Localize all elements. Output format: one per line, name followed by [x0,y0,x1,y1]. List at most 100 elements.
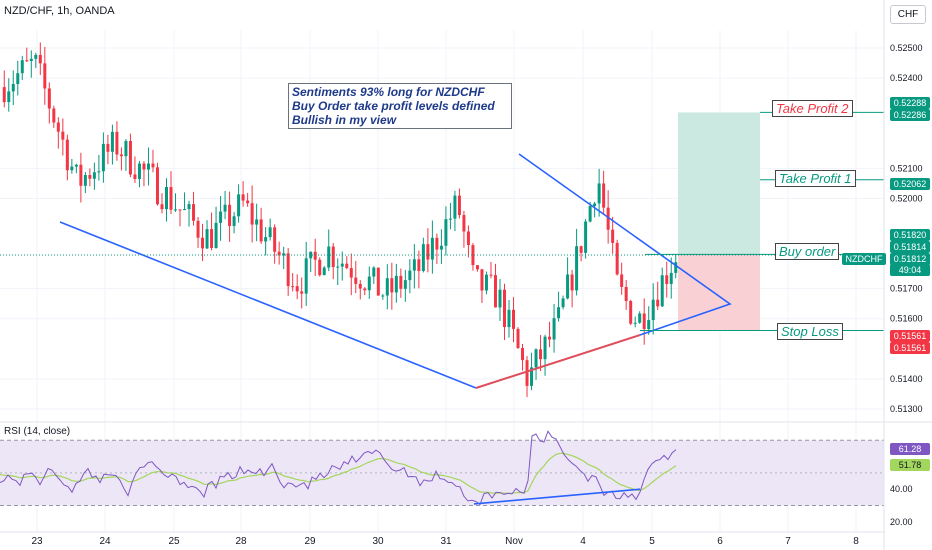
take-profit-2-label[interactable]: Take Profit 2 [772,100,853,117]
rsi-divergence-line [473,488,641,505]
candle-body [259,219,263,242]
x-tick-label: 29 [304,536,316,547]
candle-body [47,88,51,109]
candle-body [2,87,6,103]
candle-body [250,203,254,225]
candle-body [331,246,335,268]
trade-zones [678,112,760,331]
candle-body [340,263,344,267]
triangle-pattern [518,153,732,336]
candle-body [43,63,47,89]
candles [2,42,678,398]
analysis-note[interactable]: Sentiments 93% long for NZDCHF Buy Order… [288,83,512,129]
candle-body [183,209,187,211]
candle-body [525,360,529,386]
candle-body [539,349,543,360]
symbol-label: NZDCHF [842,253,886,265]
candle-body [115,131,119,155]
stop-loss-label[interactable]: Stop Loss [777,323,843,340]
y-tick-label: 0.51300 [890,404,923,414]
candle-body [597,183,601,204]
candle-body [291,286,295,288]
candle-body [593,203,597,207]
y-tick-label: 0.51600 [890,314,923,324]
take-profit-1-label[interactable]: Take Profit 1 [775,170,856,187]
candle-body [214,222,218,248]
x-tick-label: 25 [168,536,180,547]
candle-body [588,206,592,222]
candle-body [354,277,358,284]
currency-button[interactable]: CHF [890,5,926,24]
candle-body [219,211,223,223]
candle-body [196,220,200,238]
candle-body [448,218,452,220]
stop-zone [678,254,760,331]
candle-body [74,164,78,167]
support-trendline [59,221,477,389]
candle-body [372,267,376,277]
candle-body [205,229,209,249]
candle-body [651,299,655,321]
candle-body [25,60,29,62]
candle-body [579,246,583,253]
candle-body [656,299,660,307]
candle-body [660,275,664,307]
candle-body [101,143,105,172]
price-label-buy-b: 0.51814 [890,241,930,253]
candle-body [52,108,56,123]
rsi-line [0,430,677,506]
candle-body [151,163,155,168]
candle-body [484,274,488,291]
candle-body [412,259,416,271]
candle-body [300,291,304,294]
x-tick-label: 30 [372,536,384,547]
candle-body [327,246,331,268]
candle-body [498,289,502,308]
candle-body [142,163,146,170]
candle-body [394,275,398,293]
candle-body [7,91,11,103]
x-tick-label: Nov [505,536,523,547]
candle-body [322,267,326,276]
candle-body [534,349,538,368]
symbol-title[interactable]: NZD/CHF, 1h, OANDA [4,5,115,17]
candle-body [255,219,259,225]
candle-body [606,207,610,230]
candle-body [264,237,268,242]
rsi-pane [0,430,884,507]
candle-body [178,209,182,211]
x-tick-label: 4 [580,536,586,547]
price-label-tp1: 0.52062 [890,178,930,190]
candle-body [390,278,394,293]
candle-body [557,307,561,319]
candle-body [88,175,92,179]
candle-body [421,244,425,272]
candle-body [137,163,141,179]
candle-body [480,269,484,291]
rsi-title[interactable]: RSI (14, close) [4,426,71,437]
candle-body [439,245,443,250]
candle-body [620,274,624,287]
y-tick-label: 0.51400 [890,374,923,384]
candle-body [358,283,362,289]
candle-body [268,227,272,238]
candle-body [160,204,164,210]
price-label-sl-b: 0.51561 [890,342,930,354]
candle-body [11,84,15,92]
candle-body [367,276,371,291]
x-tick-label: 23 [31,536,43,547]
candle-body [164,187,168,210]
candle-body [489,274,493,276]
buy-order-label[interactable]: Buy order [775,243,840,260]
rsi-ma-label: 51.78 [890,459,930,471]
x-tick-label: 5 [649,536,655,547]
x-tick-label: 6 [717,536,723,547]
candle-body [201,237,205,249]
candle-body [313,251,317,260]
rsi-tick-label: 20.00 [890,517,913,527]
candle-body [471,245,475,266]
candle-body [408,270,412,281]
note-line-3: Bullish in my view [292,113,397,127]
